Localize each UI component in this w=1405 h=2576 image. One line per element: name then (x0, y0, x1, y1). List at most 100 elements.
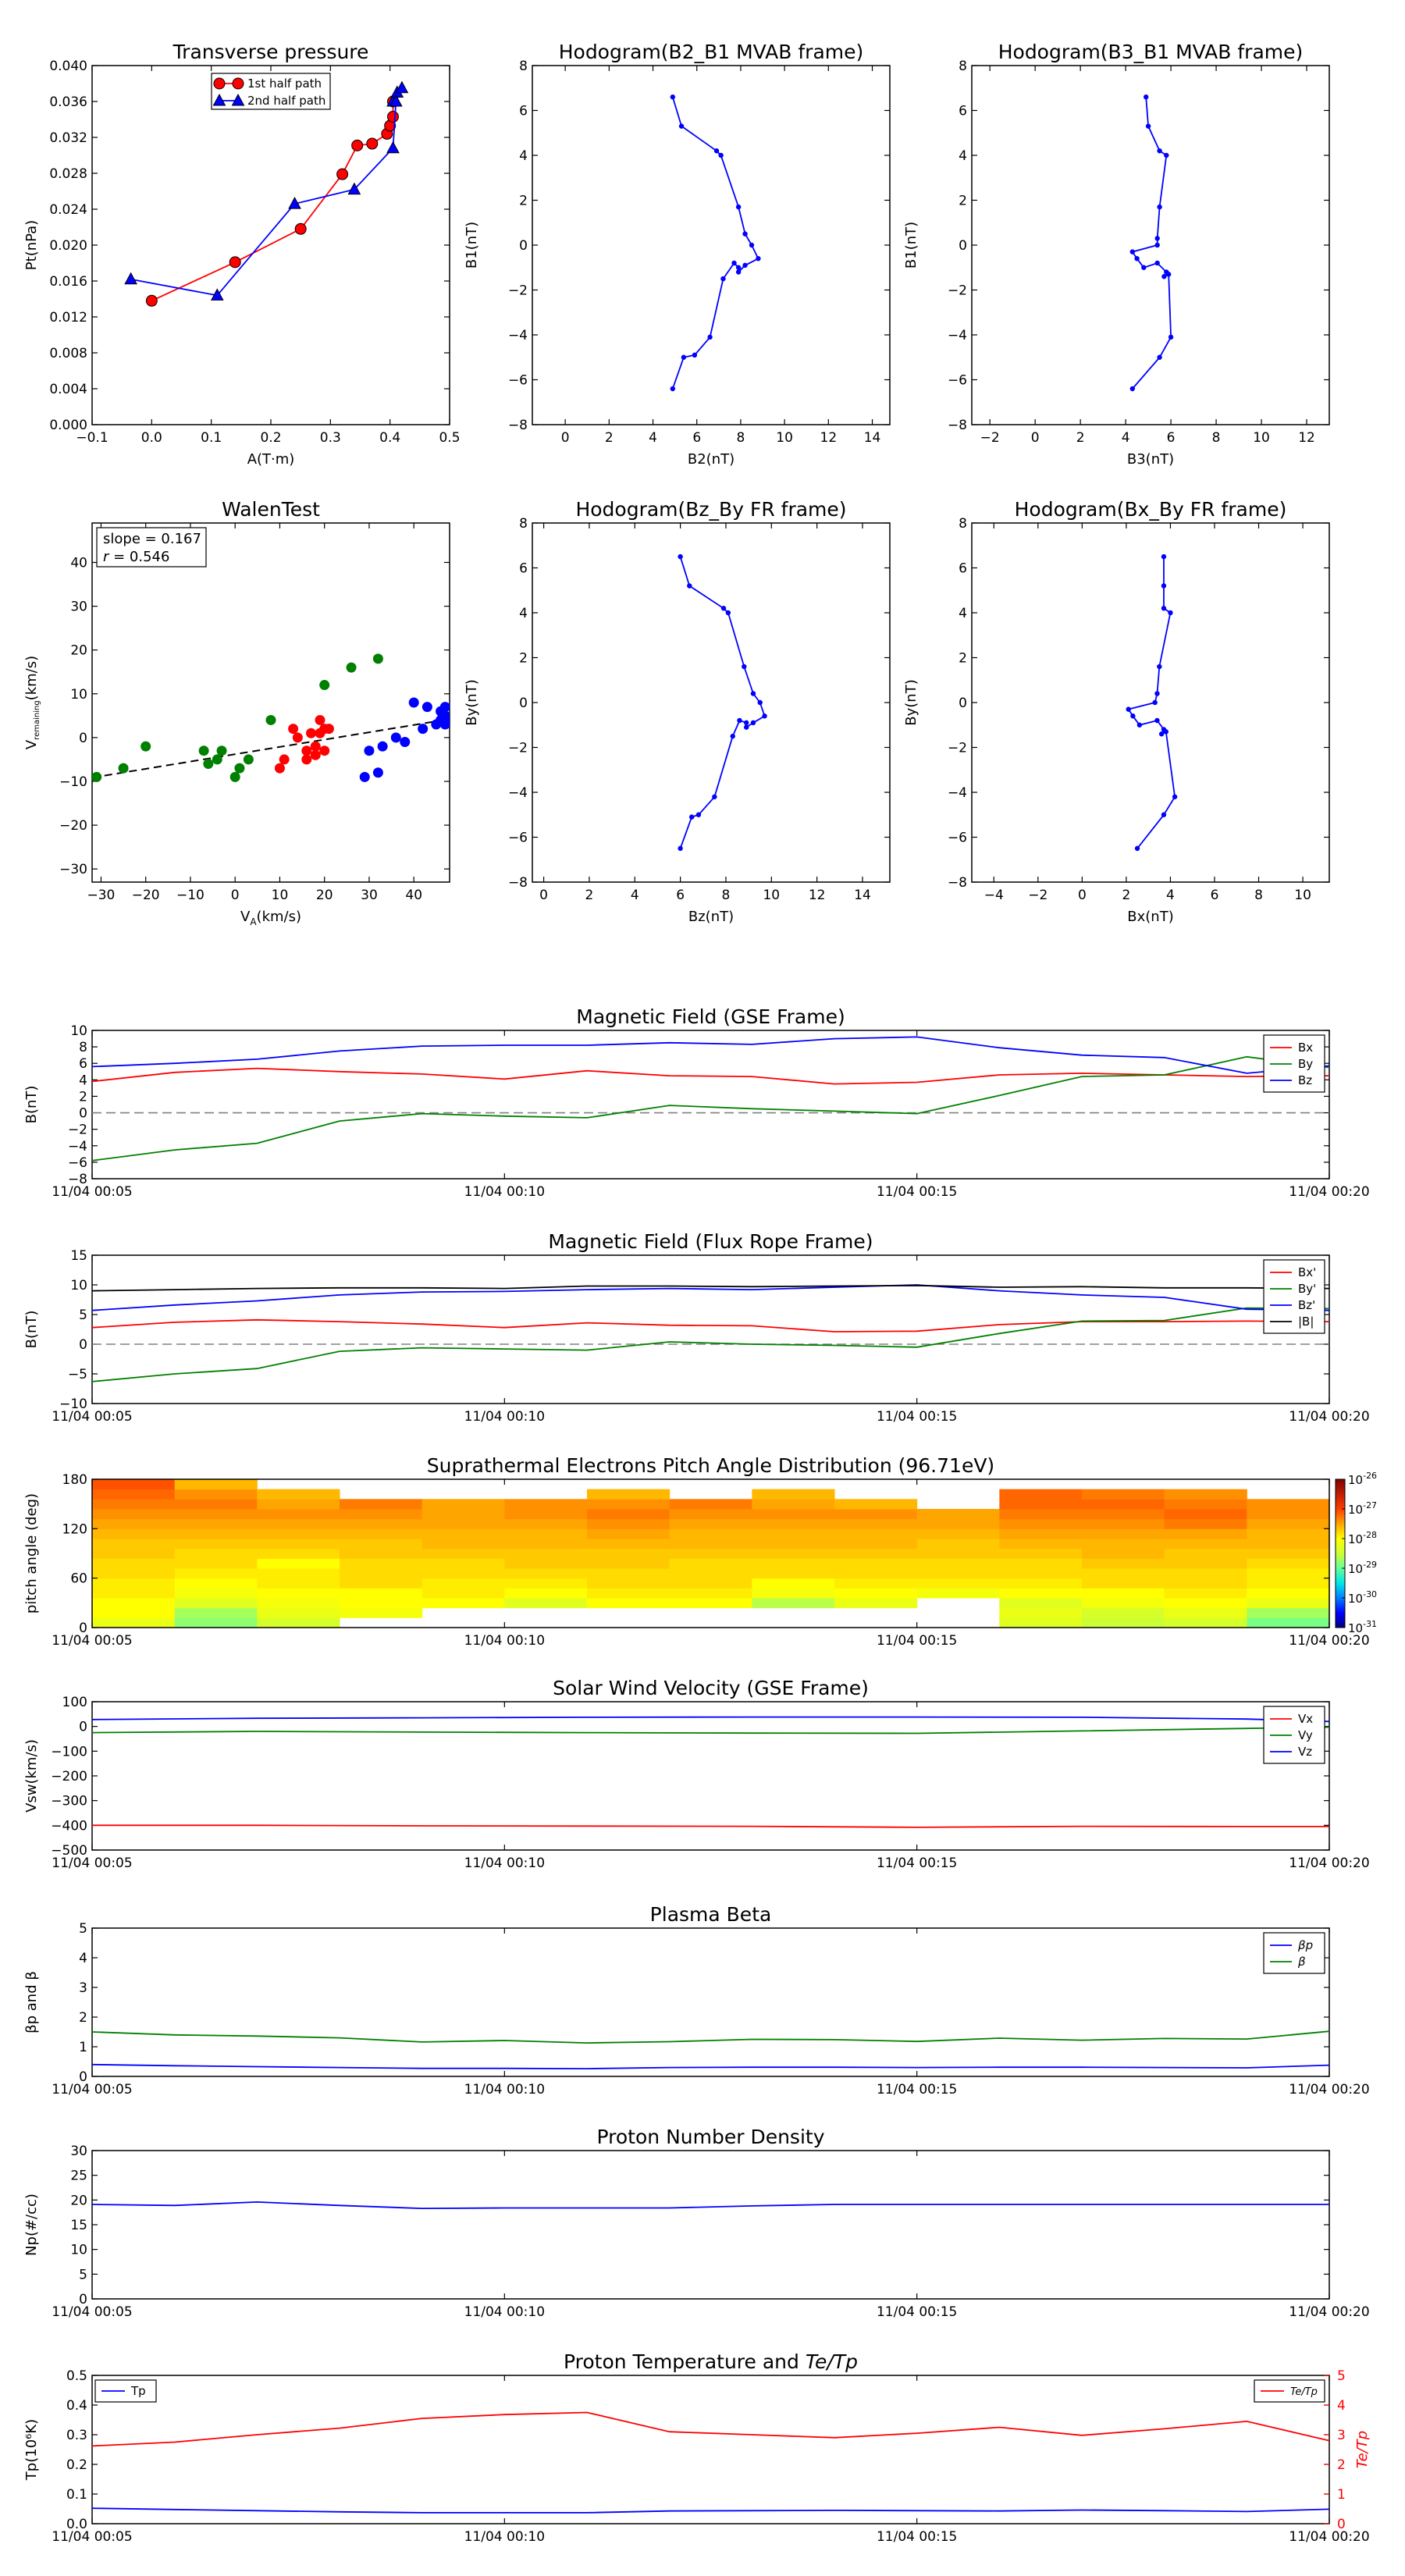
h3-point-0-16 (678, 845, 683, 852)
pad-cell (422, 1578, 505, 1589)
pad-cell (999, 1607, 1083, 1618)
np-ytick-label: 25 (70, 2169, 87, 2184)
np-ytick-label: 10 (70, 2243, 87, 2258)
pad-cell (752, 1539, 835, 1550)
h3-point-0-1 (687, 583, 692, 589)
pad-cell (504, 1539, 588, 1550)
h2-point-0-0 (1144, 94, 1149, 100)
h2-xtick-label: 2 (1076, 430, 1085, 446)
pad-cell (1082, 1509, 1165, 1520)
bgse-xtick-label: 11/04 00:15 (877, 1184, 957, 1200)
wt-annotation-r: r = 0.546 (103, 549, 169, 565)
bgse-series-Bx-line (91, 1067, 1330, 1085)
pad-cell (1164, 1528, 1247, 1539)
pt-xtick-label: 0.0 (141, 430, 162, 446)
pad-colorbar-exp: -26 (1363, 1471, 1377, 1481)
vsw-ytick-label: 100 (62, 1695, 87, 1710)
pad-cells (92, 1479, 1329, 1628)
wt-ylabel-unit: (km/s) (23, 656, 40, 700)
pad-cell (999, 1499, 1083, 1510)
h1-point-0-4 (735, 204, 742, 210)
pad-cell (174, 1568, 258, 1579)
pt-legend-label: 1st half path (247, 76, 322, 91)
h4-point-0-7 (1126, 706, 1131, 712)
pad-cell (916, 1539, 1000, 1550)
wt-point-1-8 (310, 741, 321, 752)
h2-ytick-label: −6 (948, 373, 967, 389)
pad-cell (1247, 1548, 1329, 1559)
h4-ytick-label: −8 (948, 875, 967, 891)
pad-cell (999, 1528, 1083, 1539)
wt-ytick-label: 30 (70, 600, 87, 615)
pad-cell (1164, 1518, 1247, 1529)
wt-ytick-label: 40 (70, 555, 87, 571)
h3-point-0-8 (750, 720, 756, 726)
pad-cell (1164, 1548, 1247, 1559)
pad-cell (257, 1548, 340, 1559)
pad-cell (1082, 1598, 1165, 1609)
pad-cell (587, 1588, 670, 1599)
pad-cell (834, 1528, 918, 1539)
h3-plot-frame (532, 522, 891, 883)
wt-point-0-4 (203, 759, 214, 770)
pad-ytick-label: 180 (62, 1472, 87, 1488)
pad-colorbar-label: 10-31 (1348, 1619, 1377, 1635)
h4-xtick-label: 4 (1166, 888, 1175, 903)
wt-point-0-7 (229, 771, 240, 782)
pad-cell (92, 1528, 176, 1539)
bgse-ytick-label: 8 (79, 1040, 87, 1055)
bfr-legend-label: Bx' (1298, 1265, 1316, 1279)
np-plot-frame (91, 2150, 1330, 2300)
pad-cell (174, 1509, 258, 1520)
h3-xtick-label: 14 (854, 888, 871, 903)
h4-plot-frame (971, 522, 1330, 883)
h3-ytick-label: 0 (519, 696, 528, 711)
pad-colorbar-exp: -28 (1363, 1530, 1377, 1540)
h2-point-0-7 (1129, 249, 1136, 254)
pad-cell (174, 1548, 258, 1559)
wt-point-2-5 (400, 736, 411, 747)
bfr-title: Magnetic Field (Flux Rope Frame) (548, 1230, 873, 1253)
bgse-series-By-line (91, 1055, 1330, 1162)
h3-point-0-0 (678, 553, 683, 560)
h1-point-0-11 (731, 260, 737, 266)
wt-point-2-3 (377, 741, 388, 752)
pad-cell (999, 1558, 1083, 1569)
h1-xtick-label: 2 (605, 430, 614, 446)
h1-ytick-label: 4 (519, 148, 528, 164)
pt-legend-marker (213, 77, 226, 90)
wt-xtick-label: 20 (316, 888, 333, 903)
h3-point-0-3 (725, 610, 731, 616)
pt-point-0-1 (229, 256, 241, 269)
h3-ytick-label: −6 (508, 831, 528, 846)
h4-point-0-1 (1161, 583, 1167, 589)
pad-ytick-label: 0 (79, 1621, 87, 1636)
wt-plot-area (92, 653, 450, 782)
pad-cell (669, 1568, 752, 1579)
vsw-ytick-label: −200 (51, 1769, 87, 1784)
bfr-xtick-label: 11/04 00:20 (1289, 1409, 1369, 1425)
wt-point-0-6 (216, 745, 227, 756)
h4-ytick-label: −4 (948, 785, 967, 801)
pad-xtick-label: 11/04 00:10 (464, 1633, 545, 1649)
wt-point-1-10 (315, 714, 325, 725)
np-ytick-label: 5 (79, 2267, 87, 2282)
beta-ytick-label: 2 (79, 2010, 87, 2026)
pad-cell (422, 1528, 505, 1539)
pad-cell (752, 1558, 835, 1569)
pt-point-0-2 (294, 222, 307, 235)
beta-ytick-label: 3 (79, 1980, 87, 1996)
pad-cell (669, 1528, 752, 1539)
pad-cell (257, 1528, 340, 1539)
pad-cell (834, 1548, 918, 1559)
bfr-ytick-label: −10 (59, 1397, 87, 1412)
wt-annotation-box (96, 527, 207, 568)
beta-xtick-label: 11/04 00:05 (52, 2082, 132, 2097)
pad-cell (834, 1598, 918, 1609)
bgse-legend-label: Bx (1298, 1041, 1313, 1055)
pad-cell (1164, 1489, 1247, 1500)
pad-cell (752, 1499, 835, 1510)
h3-point-0-15 (689, 814, 695, 820)
h1-point-0-10 (735, 265, 742, 270)
pad-cell (257, 1518, 340, 1529)
